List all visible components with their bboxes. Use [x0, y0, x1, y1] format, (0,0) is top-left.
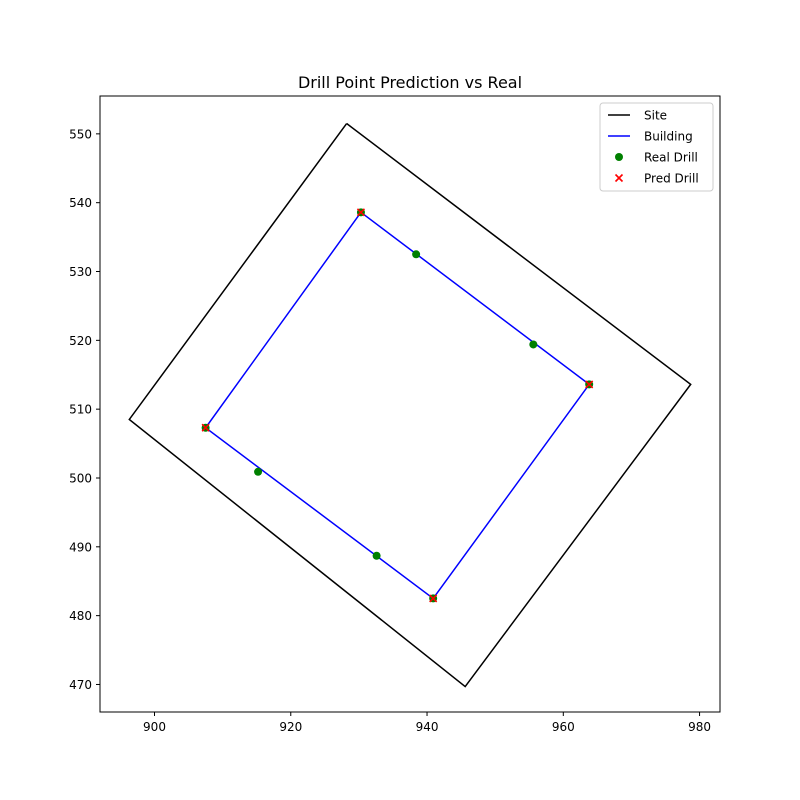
pred-drill-point-1 [585, 380, 594, 389]
plot-area [128, 122, 692, 688]
legend-swatch-pred-drill [614, 173, 624, 183]
pred-drill-point-2 [201, 423, 210, 432]
chart-title: Drill Point Prediction vs Real [298, 73, 522, 92]
legend-label-real-drill: Real Drill [644, 151, 698, 165]
series-line-site [128, 122, 692, 688]
x-tick-label-900: 900 [143, 720, 166, 734]
y-tick-label-530: 530 [69, 265, 92, 279]
real-drill-point-5 [254, 467, 263, 476]
y-tick-label-470: 470 [69, 678, 92, 692]
y-tick-label-550: 550 [69, 127, 92, 141]
legend-swatch-real-drill [615, 153, 623, 161]
y-tick-label-510: 510 [69, 403, 92, 417]
real-drill-point-2 [529, 340, 538, 349]
legend-label-pred-drill: Pred Drill [644, 172, 699, 186]
y-tick-label-520: 520 [69, 334, 92, 348]
real-drill-point-6 [372, 551, 381, 560]
pred-drill-point-0 [356, 208, 366, 217]
legend-label-site: Site [644, 109, 667, 123]
legend-label-building: Building [644, 130, 693, 144]
legend-box [599, 102, 714, 192]
axes: 900 920 940 960 980 470 480 490 500 510 520 530 540 5… [69, 95, 721, 734]
x-tick-label-980: 980 [688, 720, 711, 734]
pred-drill-point-3 [429, 594, 438, 603]
x-tick-label-940: 940 [416, 720, 439, 734]
x-tick-label-920: 920 [279, 720, 302, 734]
y-tick-label-500: 500 [69, 471, 92, 485]
y-tick-label-540: 540 [69, 196, 92, 210]
y-tick-label-490: 490 [69, 540, 92, 554]
y-tick-label-480: 480 [69, 609, 92, 623]
x-tick-label-960: 960 [552, 720, 575, 734]
legend: Site Building Real Drill Pred Drill [599, 102, 714, 192]
axes-frame [99, 95, 721, 713]
real-drill-point-1 [412, 250, 421, 259]
